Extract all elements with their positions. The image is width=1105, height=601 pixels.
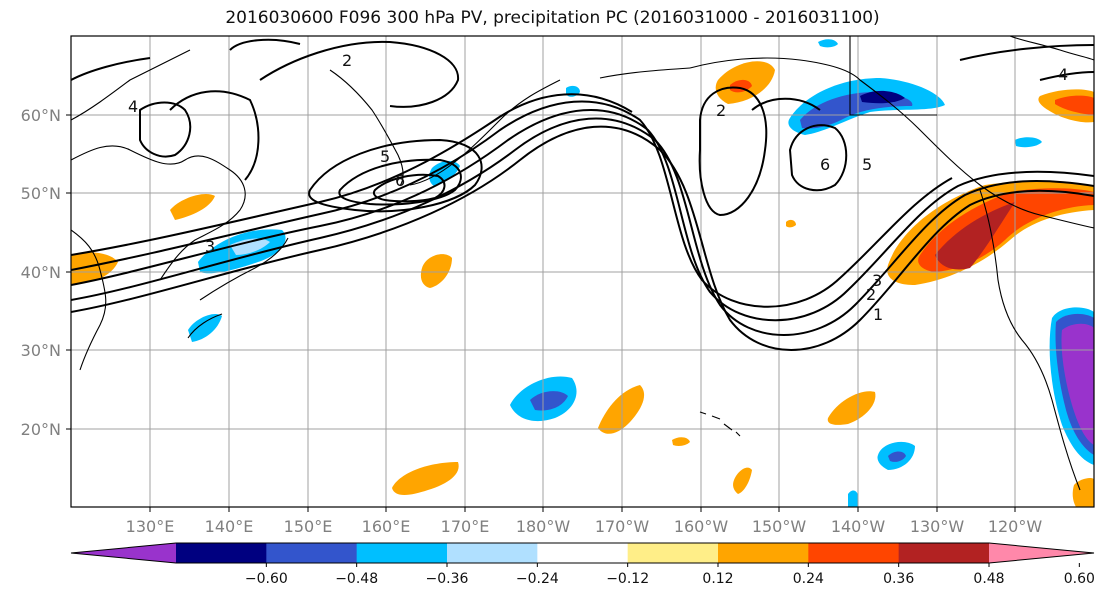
colorbar-label: −0.12 <box>606 571 649 587</box>
pv-contours <box>71 38 1094 351</box>
colorbar-label: −0.24 <box>516 571 559 587</box>
colorbar-bin <box>447 543 538 563</box>
lat-label: 50°N <box>21 184 61 203</box>
lon-label: 130°W <box>910 517 965 536</box>
pv-labels: 1 2 3 3 4 4 5 5 6 6 2 2 <box>128 51 1068 324</box>
colorbar-label: 0.36 <box>883 571 914 587</box>
pv-contour-3 <box>71 108 1094 322</box>
pv-contour-2 <box>71 117 1094 336</box>
colorbar-label: −0.60 <box>245 571 288 587</box>
pv-label-4: 4 <box>128 97 138 116</box>
lon-label: 160°W <box>674 517 729 536</box>
lat-label: 20°N <box>21 420 61 439</box>
pv-label-1: 1 <box>873 305 883 324</box>
pv-label-6: 6 <box>820 155 830 174</box>
pv-contour-1 <box>71 125 1094 351</box>
lon-label: 150°E <box>284 517 333 536</box>
coast-asia <box>71 49 246 371</box>
lon-label: 120°W <box>988 517 1043 536</box>
lon-label: 140°W <box>831 517 886 536</box>
colorbar-label: −0.48 <box>335 571 378 587</box>
lat-labels: 60°N 50°N 40°N 30°N 20°N <box>21 106 61 439</box>
pv-contour-4 <box>71 100 953 308</box>
lon-label: 140°E <box>205 517 254 536</box>
lon-label: 150°W <box>752 517 807 536</box>
lon-label: 160°E <box>362 517 411 536</box>
colorbar-bin <box>266 543 358 563</box>
pv-label-4b: 4 <box>1058 65 1068 84</box>
pv-label-2: 2 <box>866 285 876 304</box>
pv-label-6b: 6 <box>395 171 405 190</box>
colorbar-outline <box>70 542 1095 564</box>
coastlines <box>71 36 1094 491</box>
lon-label: 170°W <box>595 517 650 536</box>
pv-label-3: 3 <box>872 271 882 290</box>
lat-label: 30°N <box>21 341 61 360</box>
lat-label: 40°N <box>21 263 61 282</box>
colorbar-label: −0.36 <box>426 571 469 587</box>
pv-closed-kamchatka <box>308 138 483 213</box>
axis-ticks <box>66 114 1016 512</box>
colorbar-extend-high <box>989 543 1094 563</box>
colorbar-bin <box>356 543 448 563</box>
colorbar-bin <box>808 543 900 563</box>
colorbar: −0.60 −0.48 −0.36 −0.24 −0.12 0.12 0.24 0.36 0.4… <box>70 542 1095 587</box>
pv-label-2c: 2 <box>342 51 352 70</box>
lon-label: 130°E <box>126 517 175 536</box>
lat-label: 60°N <box>21 106 61 125</box>
colorbar-bin <box>718 543 809 563</box>
pv-label-5: 5 <box>862 155 872 174</box>
pv-label-3b: 3 <box>205 237 215 256</box>
colorbar-bin <box>537 543 629 563</box>
colorbar-extend-low <box>71 543 176 563</box>
pv-label-2b: 2 <box>716 101 726 120</box>
pv-label-5b: 5 <box>380 147 390 166</box>
colorbar-label: 0.48 <box>973 571 1004 587</box>
lon-label: 180°W <box>516 517 571 536</box>
colorbar-bin <box>898 543 990 563</box>
colorbar-bin <box>627 543 719 563</box>
coast-alaska <box>689 57 1094 229</box>
pv-contour-5 <box>71 93 633 256</box>
colorbar-label: 0.60 <box>1064 571 1095 587</box>
lon-label: 170°E <box>441 517 490 536</box>
lon-labels: 130°E 140°E 150°E 160°E 170°E 180°W 170°… <box>126 517 1043 536</box>
coast-na-west <box>979 189 1081 491</box>
map-title: 2016030600 F096 300 hPa PV, precipitatio… <box>225 8 880 28</box>
colorbar-bin <box>176 543 267 563</box>
coast-hawaii <box>699 411 741 437</box>
colorbar-label: 0.24 <box>793 571 824 587</box>
colorbar-label: 0.12 <box>702 571 733 587</box>
